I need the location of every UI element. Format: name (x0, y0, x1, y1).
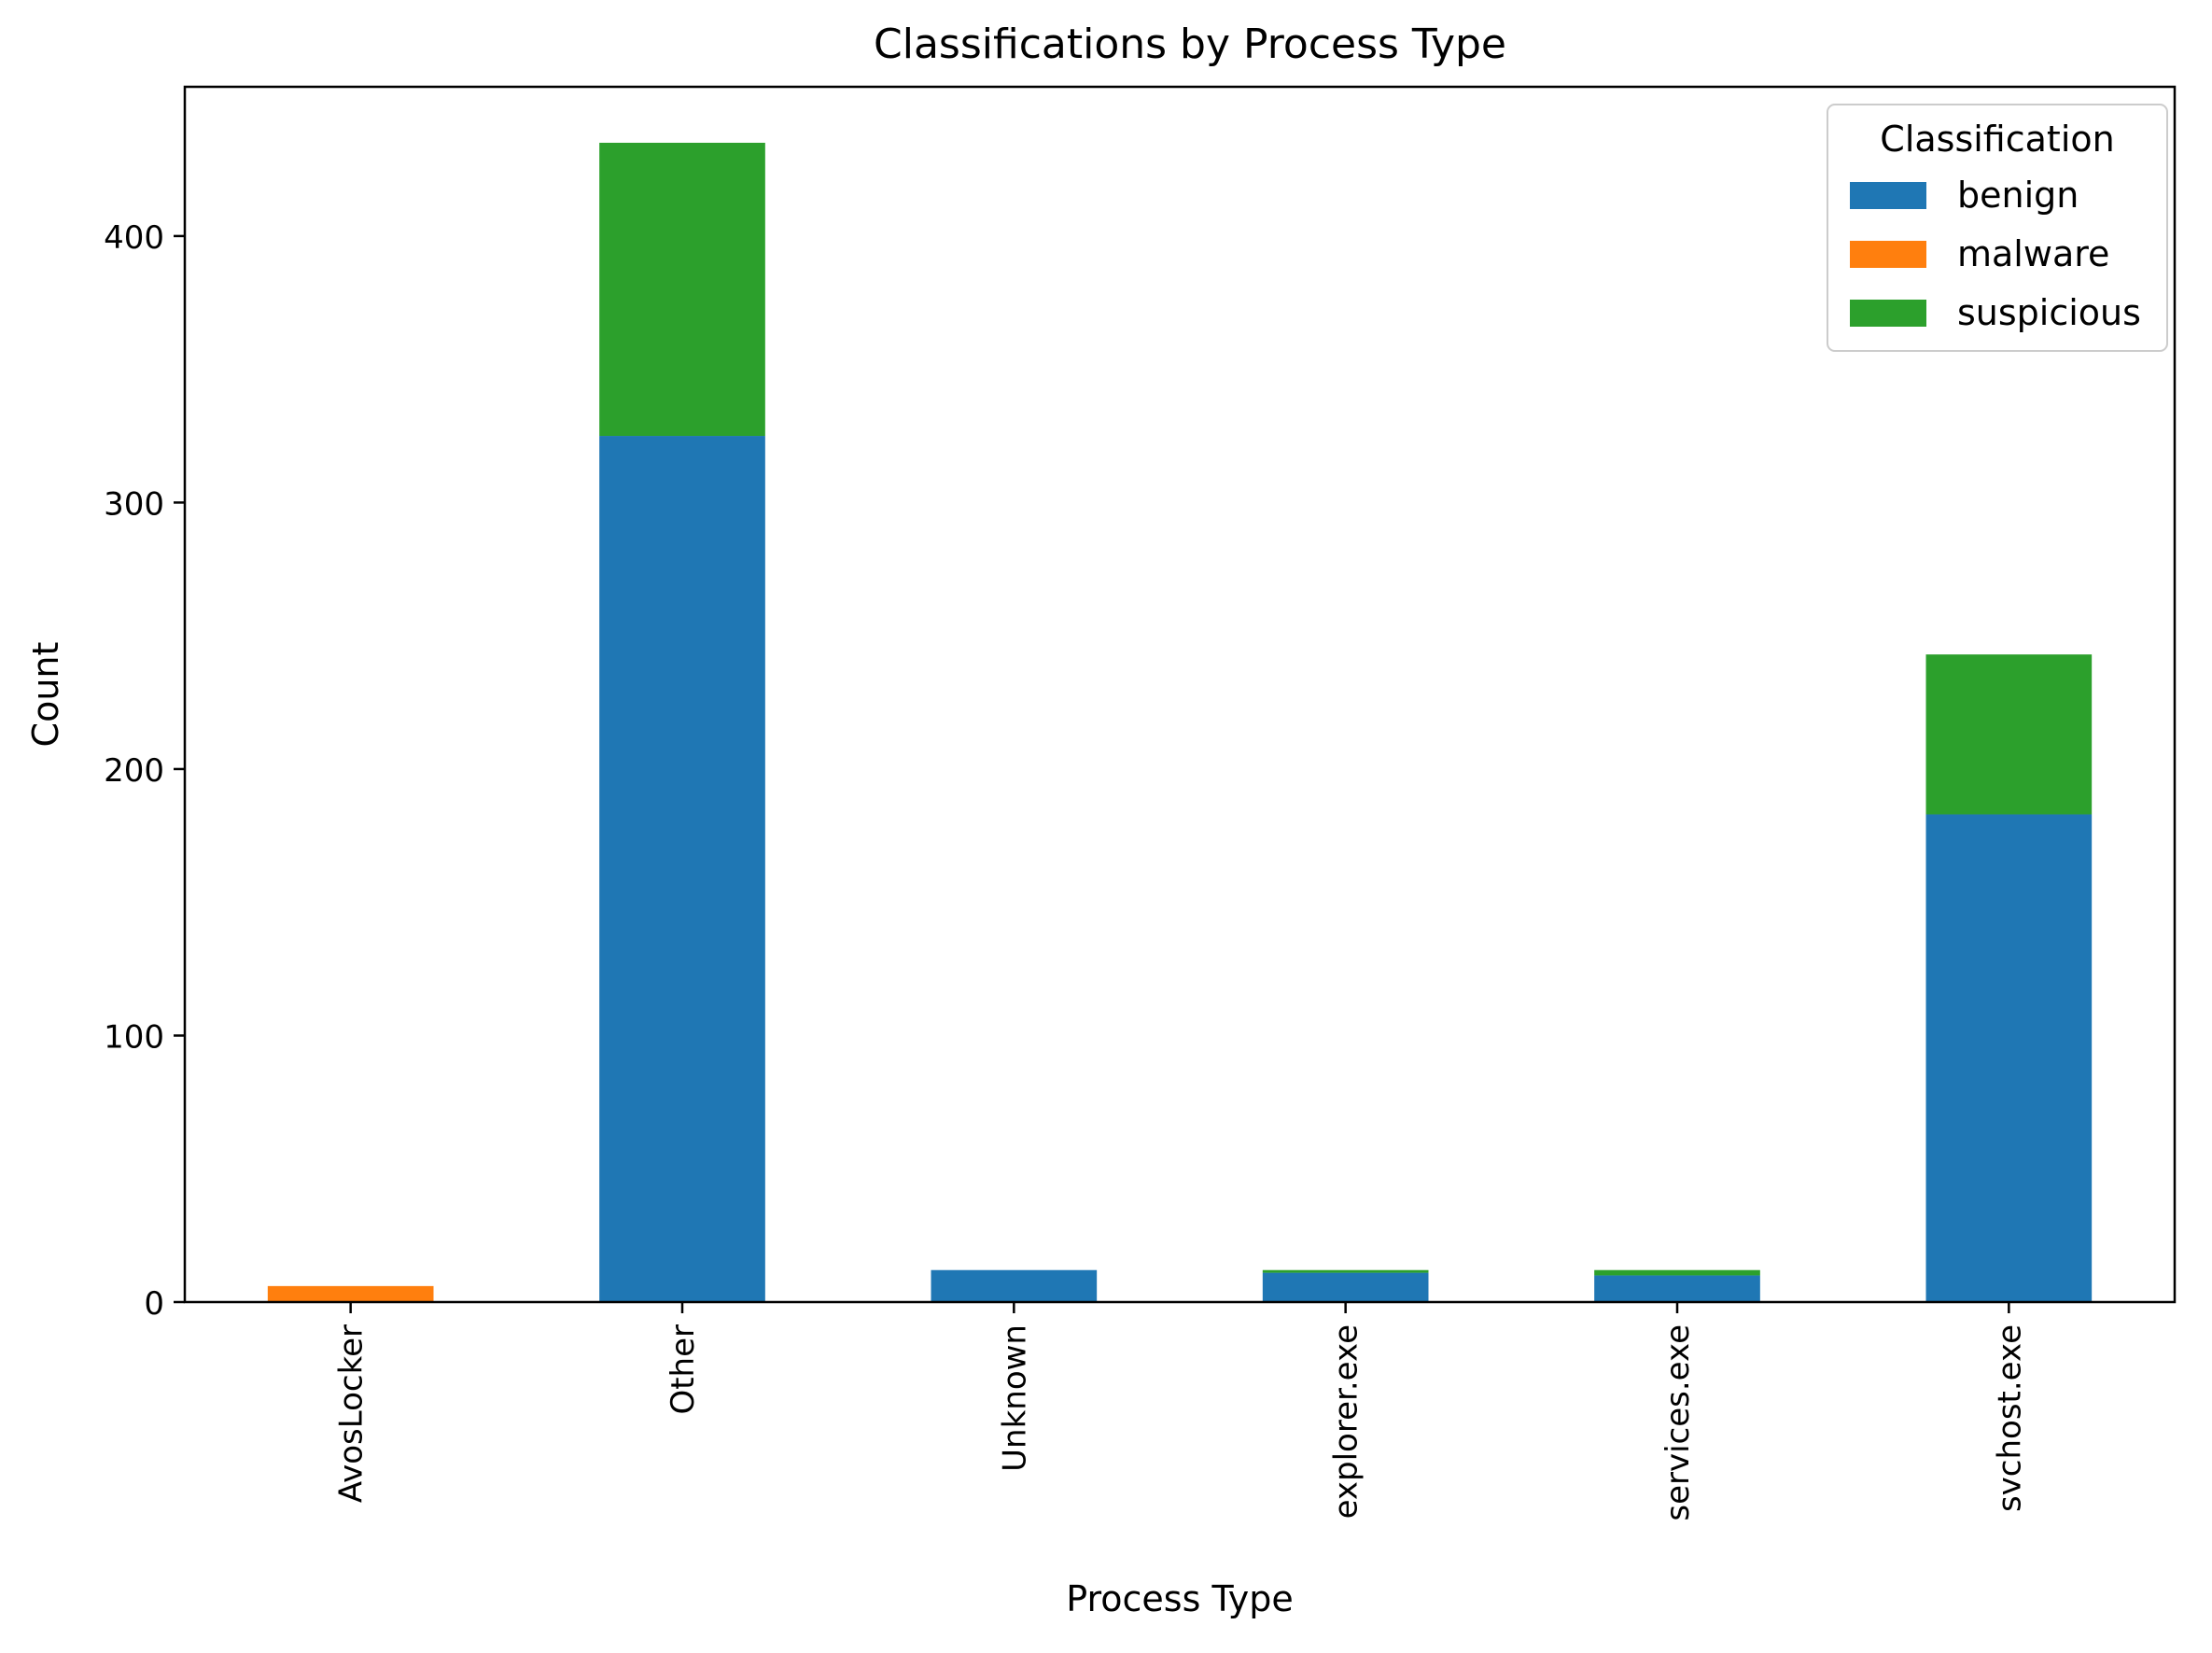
x-tick-label: svchost.exe (1991, 1324, 2028, 1512)
y-tick-label: 200 (104, 752, 164, 790)
y-tick-label: 300 (104, 485, 164, 523)
legend-title: Classification (1880, 119, 2114, 160)
x-tick-label: AvosLocker (333, 1324, 371, 1503)
bar-suspicious-svchost-exe (1925, 654, 2093, 815)
bar-suspicious-other (599, 142, 765, 437)
x-tick-label: Unknown (996, 1324, 1033, 1472)
bar-suspicious-services-exe (1594, 1269, 1760, 1276)
axes-frame (183, 85, 2177, 1304)
legend-swatch-benign (1850, 182, 1926, 209)
legend-swatch-malware (1850, 241, 1926, 268)
legend: Classification benign malware suspicious (1827, 104, 2168, 352)
legend-label-suspicious: suspicious (1957, 292, 2141, 333)
x-tick-label: explorer.exe (1328, 1324, 1365, 1519)
y-tick-label: 400 (104, 219, 164, 257)
x-axis-label: Process Type (1066, 1578, 1294, 1619)
legend-swatch-suspicious (1850, 300, 1926, 327)
legend-frame (1827, 104, 2168, 352)
bar-benign-explorer-exe (1262, 1272, 1429, 1302)
bar-suspicious-explorer-exe (1262, 1269, 1429, 1273)
x-tick-label: Other (665, 1324, 702, 1415)
legend-label-malware: malware (1957, 233, 2109, 274)
bar-malware-avoslocker (267, 1285, 434, 1302)
bar-benign-unknown (931, 1269, 1098, 1302)
y-tick-label: 0 (144, 1285, 164, 1323)
y-axis-label: Count (25, 642, 66, 748)
legend-label-benign: benign (1957, 175, 2079, 216)
x-tick-label: services.exe (1659, 1324, 1697, 1521)
bars-layer (267, 142, 2093, 1303)
bar-benign-services-exe (1594, 1275, 1760, 1302)
y-axis: 0 100 200 300 400 (104, 219, 185, 1323)
y-tick-label: 100 (104, 1018, 164, 1056)
chart-title: Classifications by Process Type (874, 21, 1506, 68)
x-axis: AvosLocker Other Unknown explorer.exe servic… (333, 1302, 2028, 1521)
bar-benign-other (599, 436, 765, 1303)
bar-benign-svchost-exe (1925, 814, 2093, 1302)
